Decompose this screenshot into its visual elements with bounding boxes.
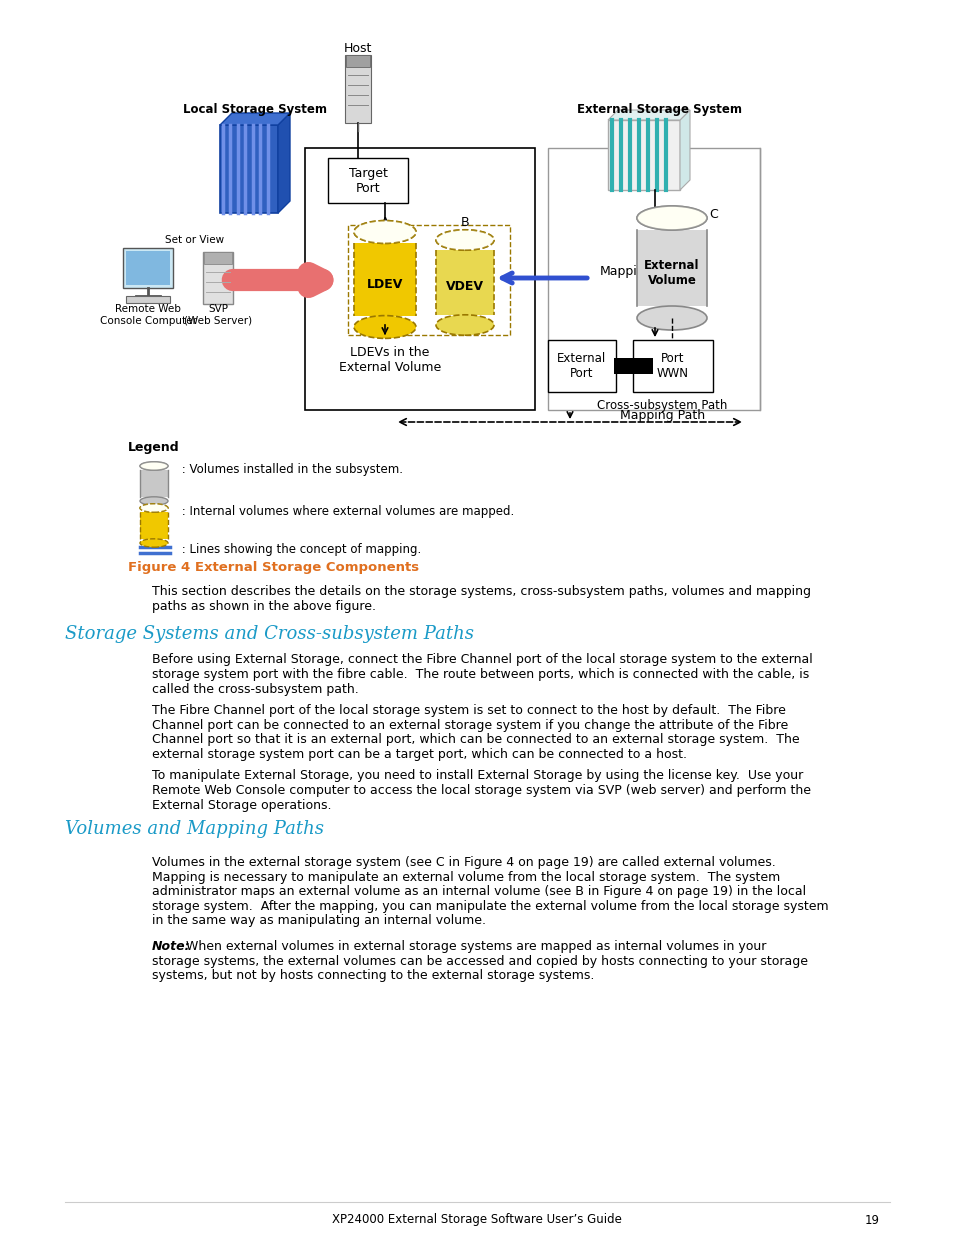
Text: LDEV: LDEV xyxy=(366,278,403,290)
Bar xyxy=(547,340,616,391)
Bar xyxy=(305,148,535,410)
Ellipse shape xyxy=(436,230,494,251)
Bar xyxy=(354,243,416,316)
Bar xyxy=(328,158,408,203)
Bar xyxy=(140,471,168,496)
Text: Volumes and Mapping Paths: Volumes and Mapping Paths xyxy=(65,820,324,837)
Text: To manipulate External Storage, you need to install External Storage by using th: To manipulate External Storage, you need… xyxy=(152,769,802,783)
Text: A: A xyxy=(380,215,389,228)
Text: Mapping: Mapping xyxy=(599,266,653,279)
Text: called the cross-subsystem path.: called the cross-subsystem path. xyxy=(152,683,358,695)
Bar xyxy=(348,225,510,335)
Text: paths as shown in the above figure.: paths as shown in the above figure. xyxy=(152,600,375,613)
Text: LDEVs in the
External Volume: LDEVs in the External Volume xyxy=(338,346,440,374)
Text: External
Volume: External Volume xyxy=(643,259,699,287)
Text: Remote Web
Console Computer: Remote Web Console Computer xyxy=(99,304,196,326)
Text: Target
Port: Target Port xyxy=(348,167,387,194)
Ellipse shape xyxy=(140,462,168,471)
Text: Channel port can be connected to an external storage system if you change the at: Channel port can be connected to an exte… xyxy=(152,719,787,732)
Bar xyxy=(436,251,494,315)
Ellipse shape xyxy=(637,206,706,230)
Ellipse shape xyxy=(140,538,168,547)
Text: : Volumes installed in the subsystem.: : Volumes installed in the subsystem. xyxy=(178,463,402,477)
Bar xyxy=(220,125,277,212)
Bar xyxy=(637,230,706,306)
Ellipse shape xyxy=(637,206,706,230)
Bar xyxy=(204,252,232,264)
Bar xyxy=(345,56,371,124)
Bar xyxy=(547,148,760,410)
Text: : Lines showing the concept of mapping.: : Lines showing the concept of mapping. xyxy=(178,543,421,557)
Text: XP24000 External Storage Software User’s Guide: XP24000 External Storage Software User’s… xyxy=(332,1214,621,1226)
Polygon shape xyxy=(277,112,290,212)
Bar xyxy=(346,56,370,67)
Text: VDEV: VDEV xyxy=(446,280,483,293)
Text: External
Port: External Port xyxy=(557,352,606,380)
Bar xyxy=(203,252,233,304)
Text: in the same way as manipulating an internal volume.: in the same way as manipulating an inter… xyxy=(152,914,485,927)
Ellipse shape xyxy=(354,221,416,243)
Text: storage system port with the fibre cable.  The route between ports, which is con: storage system port with the fibre cable… xyxy=(152,668,808,680)
Text: administrator maps an external volume as an internal volume (see B in Figure 4 o: administrator maps an external volume as… xyxy=(152,885,805,898)
Ellipse shape xyxy=(140,496,168,505)
Text: Before using External Storage, connect the Fibre Channel port of the local stora: Before using External Storage, connect t… xyxy=(152,653,812,667)
Text: Remote Web Console computer to access the local storage system via SVP (web serv: Remote Web Console computer to access th… xyxy=(152,784,810,797)
Ellipse shape xyxy=(140,504,168,513)
Polygon shape xyxy=(607,110,689,120)
Polygon shape xyxy=(220,112,290,125)
Text: Storage Systems and Cross-subsystem Paths: Storage Systems and Cross-subsystem Path… xyxy=(65,625,474,643)
Bar xyxy=(126,251,170,285)
Text: Local Storage System: Local Storage System xyxy=(183,104,327,116)
Ellipse shape xyxy=(140,462,168,471)
Bar xyxy=(123,248,172,288)
Ellipse shape xyxy=(436,230,494,251)
Ellipse shape xyxy=(436,315,494,335)
Text: Host: Host xyxy=(343,42,372,56)
Text: Channel port so that it is an external port, which can be connected to an extern: Channel port so that it is an external p… xyxy=(152,734,799,746)
Text: external storage system port can be a target port, which can be connected to a h: external storage system port can be a ta… xyxy=(152,747,686,761)
Text: storage systems, the external volumes can be accessed and copied by hosts connec: storage systems, the external volumes ca… xyxy=(152,955,807,968)
Bar xyxy=(140,513,168,538)
Ellipse shape xyxy=(140,504,168,513)
Text: storage system.  After the mapping, you can manipulate the external volume from : storage system. After the mapping, you c… xyxy=(152,900,828,913)
Text: Figure 4 External Storage Components: Figure 4 External Storage Components xyxy=(128,562,418,574)
Text: External Storage operations.: External Storage operations. xyxy=(152,799,331,811)
Text: : Internal volumes where external volumes are mapped.: : Internal volumes where external volume… xyxy=(178,505,514,519)
Text: Note:: Note: xyxy=(152,940,191,953)
Text: Volumes in the external storage system (see C in Figure 4 on page 19) are called: Volumes in the external storage system (… xyxy=(152,856,775,869)
Text: systems, but not by hosts connecting to the external storage systems.: systems, but not by hosts connecting to … xyxy=(152,969,594,982)
Text: Mapping Path: Mapping Path xyxy=(619,409,704,421)
Text: Mapping is necessary to manipulate an external volume from the local storage sys: Mapping is necessary to manipulate an ex… xyxy=(152,871,780,884)
Text: C: C xyxy=(709,209,718,221)
Bar xyxy=(607,120,679,190)
Bar xyxy=(126,296,170,303)
Ellipse shape xyxy=(354,316,416,338)
Text: When external volumes in external storage systems are mapped as internal volumes: When external volumes in external storag… xyxy=(182,940,765,953)
Ellipse shape xyxy=(354,221,416,243)
Text: Cross-subsystem Path: Cross-subsystem Path xyxy=(597,399,726,411)
Text: B: B xyxy=(460,215,469,228)
Text: Legend: Legend xyxy=(128,441,179,454)
Ellipse shape xyxy=(637,306,706,330)
Text: Port
WWN: Port WWN xyxy=(657,352,688,380)
Bar xyxy=(633,340,712,391)
Text: The Fibre Channel port of the local storage system is set to connect to the host: The Fibre Channel port of the local stor… xyxy=(152,704,785,718)
Text: External Storage System: External Storage System xyxy=(577,104,741,116)
Bar xyxy=(614,358,652,374)
Polygon shape xyxy=(679,110,689,190)
Text: This section describes the details on the storage systems, cross-subsystem paths: This section describes the details on th… xyxy=(152,585,810,599)
Text: Set or View: Set or View xyxy=(165,235,224,245)
Text: 19: 19 xyxy=(864,1214,879,1226)
Text: SVP
(Web Server): SVP (Web Server) xyxy=(184,304,252,326)
